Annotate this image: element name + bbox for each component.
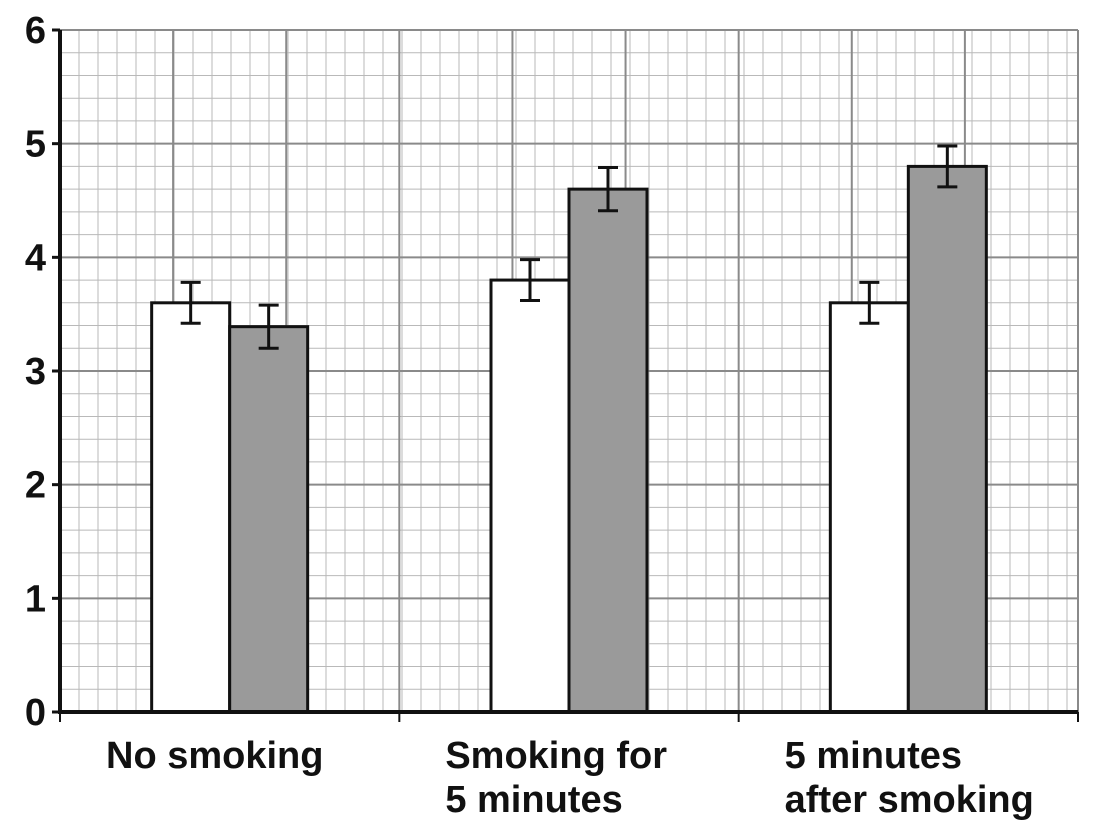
x-tick-label-line: Smoking for bbox=[445, 735, 667, 777]
y-tick-label: 2 bbox=[25, 465, 46, 507]
bar-series2-cat3 bbox=[906, 164, 988, 714]
x-tick-label: No smoking bbox=[106, 735, 323, 777]
y-tick-label: 4 bbox=[25, 237, 46, 279]
y-tick-label: 6 bbox=[25, 10, 46, 52]
y-tick-label: 0 bbox=[25, 692, 46, 734]
y-tick-label: 3 bbox=[25, 351, 46, 393]
bar-series1-cat1 bbox=[150, 301, 232, 714]
x-tick-label: 5 minutes after smoking bbox=[785, 735, 1034, 821]
bar-series2-cat2 bbox=[567, 187, 649, 714]
y-tick-label: 1 bbox=[25, 578, 46, 620]
y-tick-label: 5 bbox=[25, 124, 46, 166]
axes bbox=[52, 28, 1079, 722]
x-tick-label-line: 5 minutes bbox=[785, 735, 962, 777]
bar-series1-cat2 bbox=[489, 278, 571, 714]
x-tick-label: Smoking for 5 minutes bbox=[445, 735, 667, 821]
bars bbox=[150, 144, 988, 714]
x-tick-label-line: 5 minutes bbox=[445, 779, 622, 821]
bar-series2-cat1 bbox=[228, 325, 310, 714]
bar-series1-cat3 bbox=[828, 301, 910, 714]
x-tick-label-line: after smoking bbox=[785, 779, 1034, 821]
x-tick-label-line: No smoking bbox=[106, 735, 323, 777]
